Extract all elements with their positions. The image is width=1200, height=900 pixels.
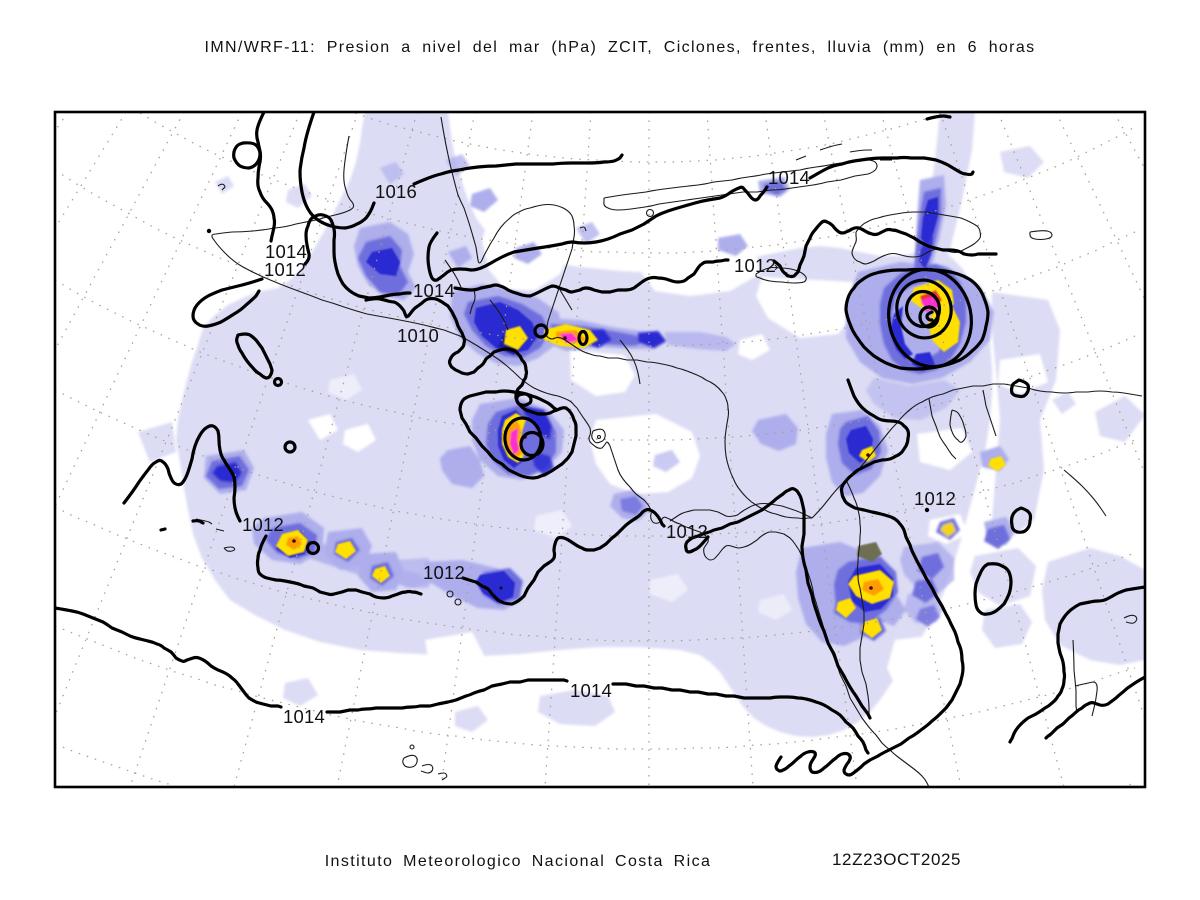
- svg-text:1014: 1014: [413, 280, 455, 301]
- svg-text:1010: 1010: [397, 325, 439, 346]
- svg-text:1014: 1014: [768, 167, 810, 188]
- svg-text:1014: 1014: [283, 706, 325, 727]
- svg-text:1016: 1016: [375, 181, 417, 202]
- svg-text:12Z23OCT2025: 12Z23OCT2025: [832, 850, 961, 869]
- svg-text:1012: 1012: [734, 255, 776, 276]
- svg-text:1012: 1012: [264, 259, 306, 280]
- svg-text:›: ›: [774, 259, 778, 274]
- svg-text:Instituto Meteorologico Nacion: Instituto Meteorologico Nacional Costa R…: [325, 853, 712, 870]
- svg-text:1014: 1014: [265, 241, 307, 262]
- svg-text:1012: 1012: [666, 521, 708, 542]
- svg-text:1012: 1012: [914, 488, 956, 509]
- svg-text:1012: 1012: [242, 514, 284, 535]
- svg-text:1012: 1012: [423, 562, 465, 583]
- svg-text:1014: 1014: [570, 680, 612, 701]
- svg-text:IMN/WRF-11: Presion a nivel de: IMN/WRF-11: Presion a nivel del mar (hPa…: [205, 39, 1036, 56]
